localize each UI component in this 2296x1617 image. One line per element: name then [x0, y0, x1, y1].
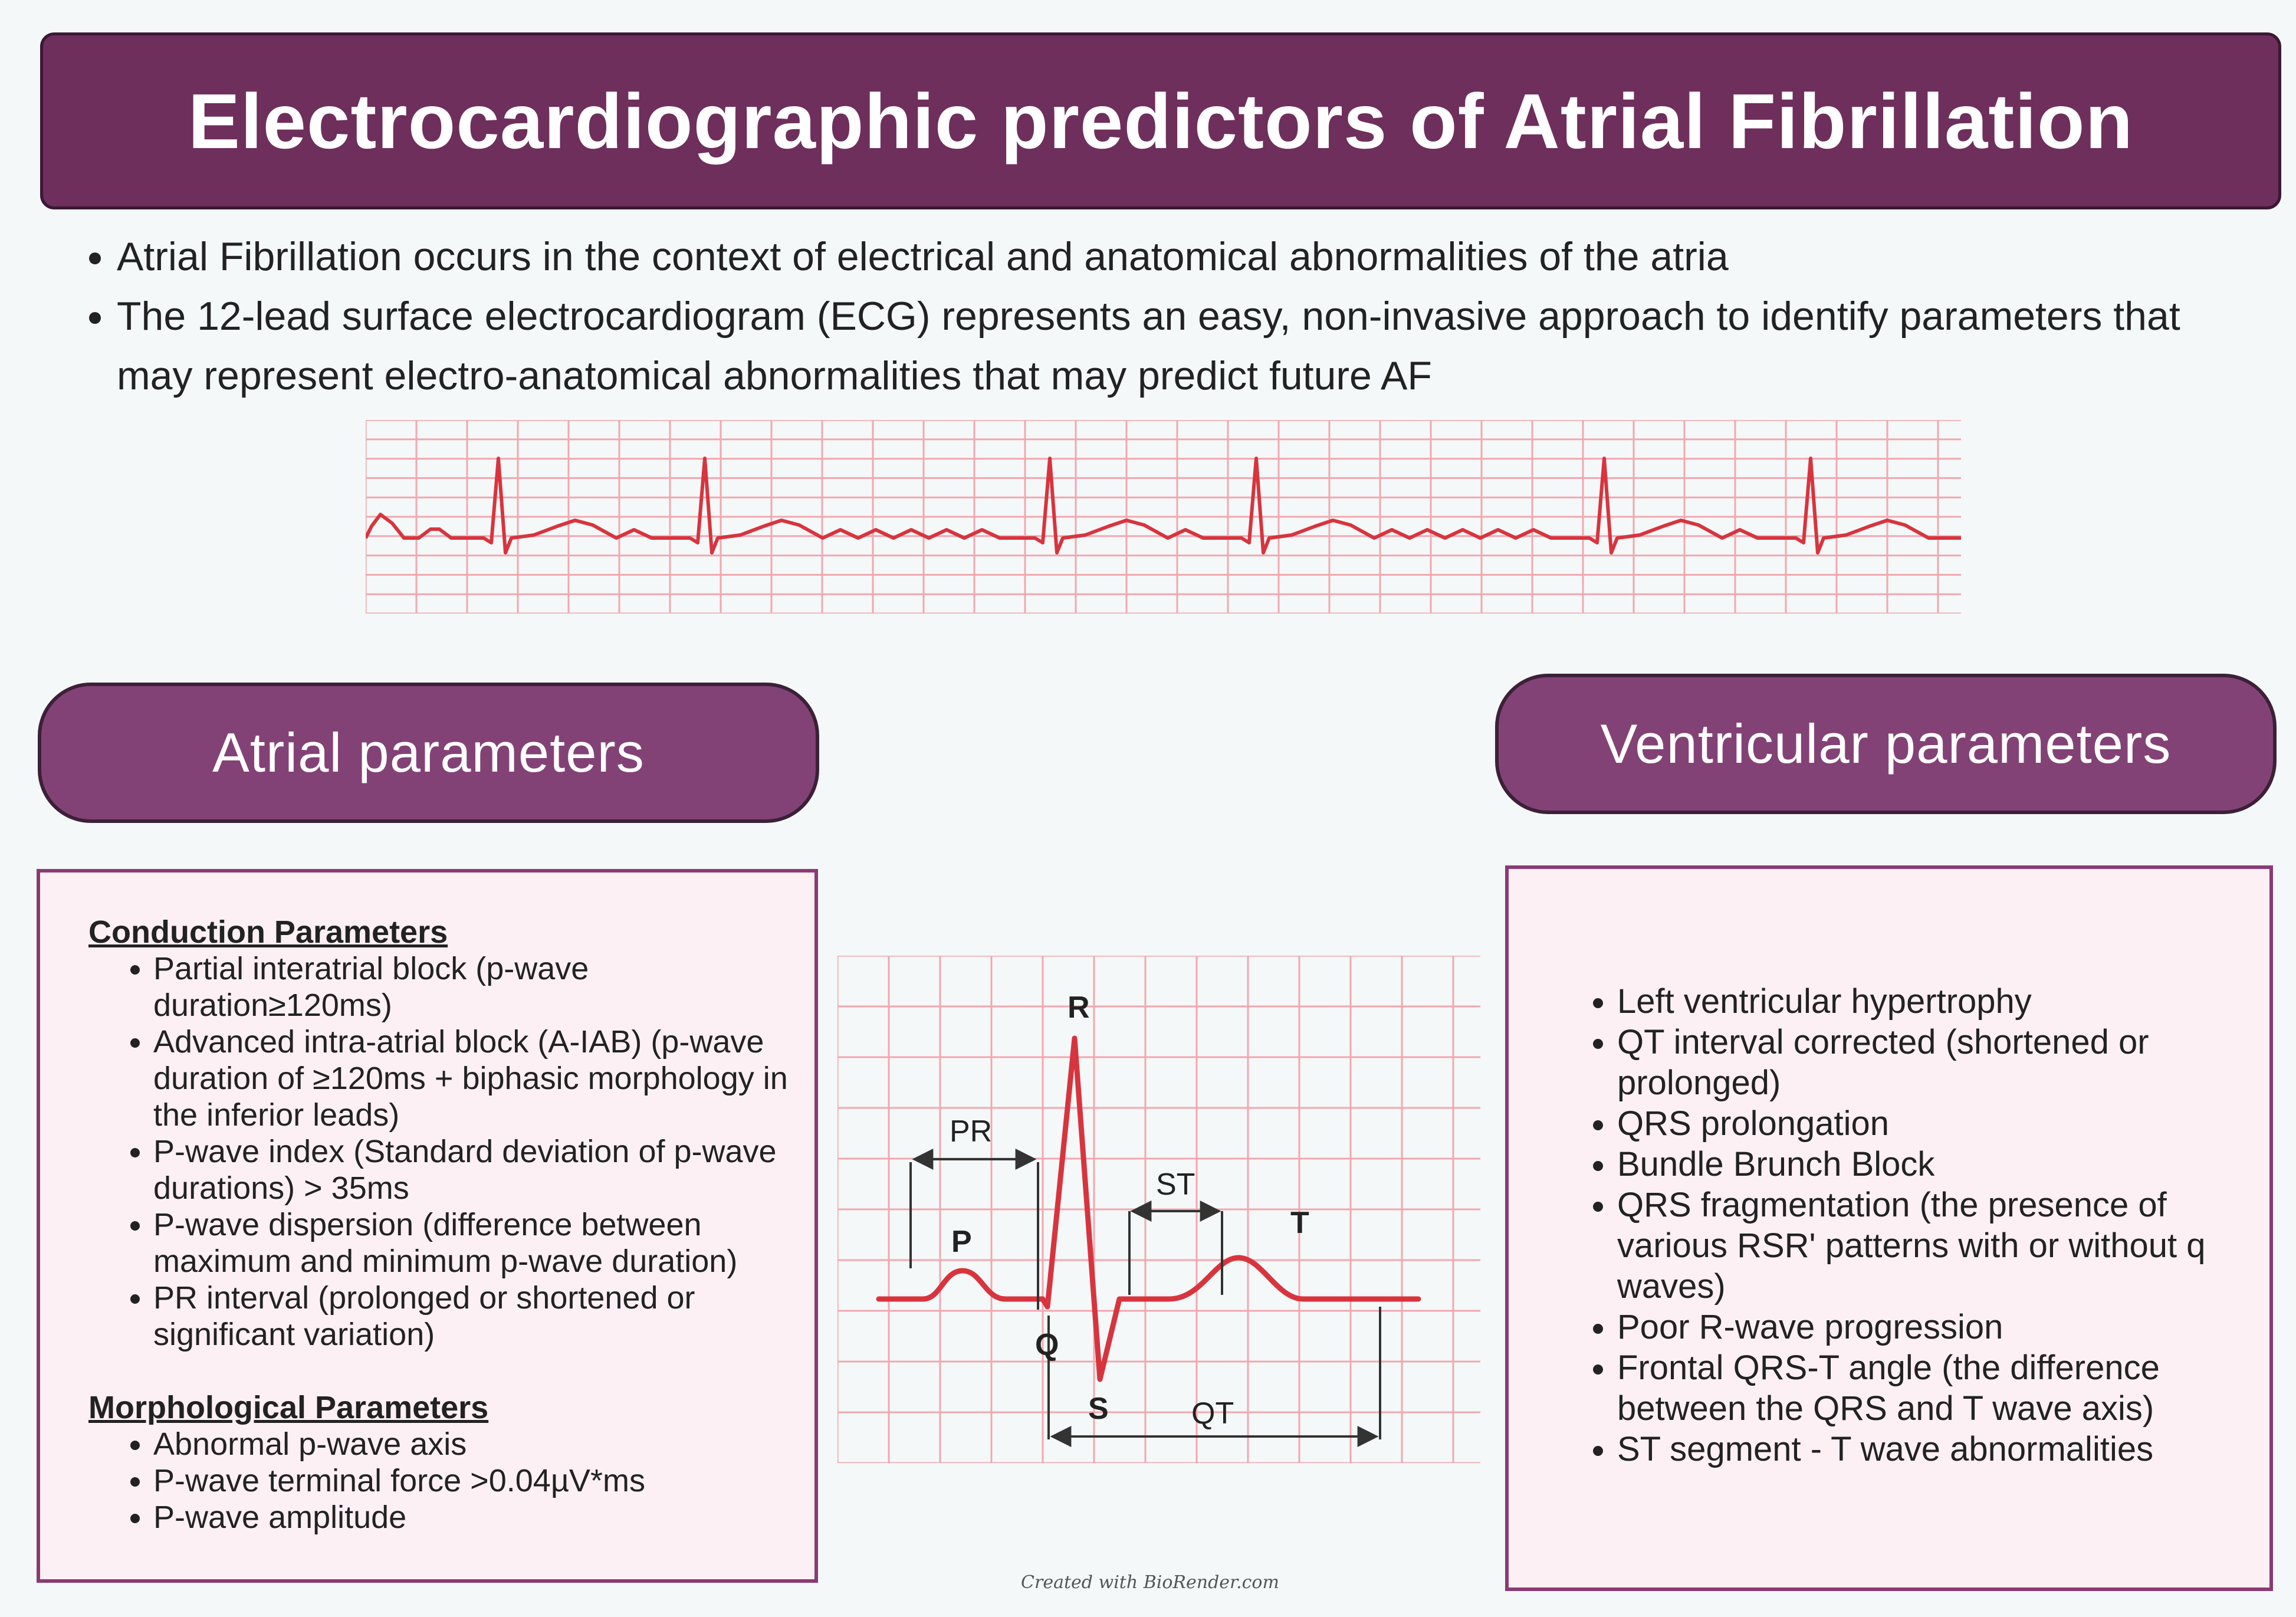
conduction-item: PR interval (prolonged or shortened or s…	[153, 1280, 791, 1353]
intro-bullet: The 12-lead surface electrocardiogram (E…	[117, 287, 2247, 406]
conduction-item: P-wave index (Standard deviation of p-wa…	[153, 1133, 791, 1206]
label-pr: PR	[950, 1114, 992, 1149]
atrial-parameters-header: Atrial parameters	[38, 683, 819, 823]
conduction-item: P-wave dispersion (difference between ma…	[153, 1206, 791, 1280]
ventricular-list: Left ventricular hypertrophy QT interval…	[1568, 981, 2252, 1470]
label-st: ST	[1156, 1167, 1195, 1202]
pqrst-grid	[837, 956, 1480, 1463]
page-title: Electrocardiographic predictors of Atria…	[188, 77, 2134, 165]
label-qt: QT	[1191, 1396, 1234, 1431]
label-t: T	[1290, 1206, 1309, 1240]
ecg-strip-trace	[366, 457, 1961, 555]
ventricular-item: QT interval corrected (shortened or prol…	[1617, 1022, 2252, 1103]
ventricular-item: Bundle Brunch Block	[1617, 1144, 2252, 1185]
label-p: P	[951, 1225, 972, 1259]
label-r: R	[1067, 990, 1090, 1025]
intro-bullet: Atrial Fibrillation occurs in the contex…	[117, 227, 2247, 287]
ventricular-item: Frontal QRS-T angle (the difference betw…	[1617, 1347, 2252, 1429]
ventricular-item: QRS fragmentation (the presence of vario…	[1617, 1185, 2252, 1307]
intro-list: Atrial Fibrillation occurs in the contex…	[65, 227, 2247, 406]
ventricular-item: ST segment - T wave abnormalities	[1617, 1429, 2252, 1470]
morphological-item: P-wave terminal force >0.04µV*ms	[153, 1462, 791, 1499]
conduction-item: Partial interatrial block (p-wave durati…	[153, 950, 791, 1024]
conduction-item: Advanced intra-atrial block (A-IAB) (p-w…	[153, 1024, 791, 1133]
interval-markers	[909, 1149, 1381, 1447]
atrial-header-label: Atrial parameters	[212, 721, 645, 783]
ventricular-item: QRS prolongation	[1617, 1103, 2252, 1144]
ventricular-header-label: Ventricular parameters	[1600, 713, 2172, 775]
section-spacer	[88, 1353, 791, 1389]
morphological-item: Abnormal p-wave axis	[153, 1426, 791, 1462]
label-q: Q	[1035, 1328, 1059, 1362]
label-s: S	[1088, 1392, 1109, 1426]
ecg-strip-grid	[366, 420, 1961, 614]
conduction-list: Partial interatrial block (p-wave durati…	[88, 950, 791, 1353]
morphological-heading: Morphological Parameters	[88, 1390, 489, 1425]
ventricular-parameters-header: Ventricular parameters	[1495, 674, 2277, 814]
ventricular-item: Poor R-wave progression	[1617, 1307, 2252, 1347]
pqrst-diagram: R P Q S T PR ST QT	[837, 956, 1480, 1463]
atrial-parameters-box: Conduction Parameters Partial interatria…	[37, 869, 818, 1583]
ecg-rhythm-strip	[366, 420, 1961, 614]
intro-section: Atrial Fibrillation occurs in the contex…	[65, 227, 2247, 406]
ventricular-parameters-box: Left ventricular hypertrophy QT interval…	[1505, 865, 2273, 1591]
morphological-list: Abnormal p-wave axis P-wave terminal for…	[88, 1426, 791, 1536]
pqrst-trace	[876, 1035, 1421, 1382]
ventricular-item: Left ventricular hypertrophy	[1617, 981, 2252, 1022]
biorender-credit: Created with BioRender.com	[1021, 1572, 1279, 1593]
morphological-item: P-wave amplitude	[153, 1499, 791, 1536]
title-banner: Electrocardiographic predictors of Atria…	[40, 32, 2281, 209]
conduction-heading: Conduction Parameters	[88, 914, 448, 950]
